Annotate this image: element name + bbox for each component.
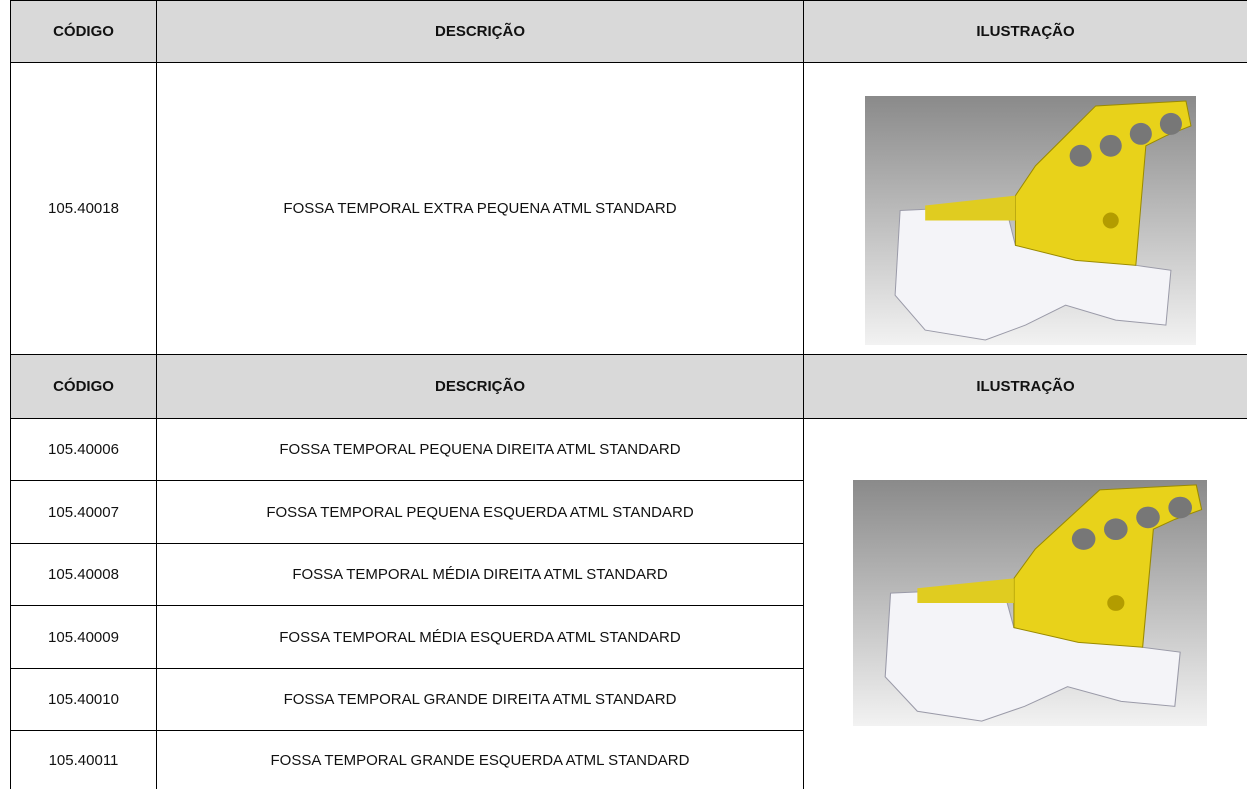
product-code: 105.40018 bbox=[11, 63, 157, 355]
column-header: CÓDIGO bbox=[11, 355, 157, 419]
column-header: DESCRIÇÃO bbox=[157, 355, 804, 419]
product-code: 105.40010 bbox=[11, 669, 157, 731]
illustration bbox=[865, 96, 1196, 345]
illustration-cell bbox=[804, 63, 1247, 355]
product-description: FOSSA TEMPORAL PEQUENA DIREITA ATML STAN… bbox=[157, 419, 804, 481]
product-table: CÓDIGO DESCRIÇÃO ILUSTRAÇÃO 105.40018 FOSSA … bbox=[10, 0, 1247, 789]
product-description: FOSSA TEMPORAL EXTRA PEQUENA ATML STANDA… bbox=[157, 63, 804, 355]
product-code: 105.40006 bbox=[11, 419, 157, 481]
product-code: 105.40007 bbox=[11, 481, 157, 544]
product-code: 105.40009 bbox=[11, 606, 157, 669]
product-description: FOSSA TEMPORAL GRANDE ESQUERDA ATML STAN… bbox=[157, 731, 804, 789]
product-code: 105.40008 bbox=[11, 544, 157, 606]
product-description: FOSSA TEMPORAL MÉDIA ESQUERDA ATML STAND… bbox=[157, 606, 804, 669]
column-header: ILUSTRAÇÃO bbox=[804, 355, 1247, 419]
column-header: DESCRIÇÃO bbox=[157, 1, 804, 63]
product-description: FOSSA TEMPORAL MÉDIA DIREITA ATML STANDA… bbox=[157, 544, 804, 606]
product-description: FOSSA TEMPORAL PEQUENA ESQUERDA ATML STA… bbox=[157, 481, 804, 544]
product-description: FOSSA TEMPORAL GRANDE DIREITA ATML STAND… bbox=[157, 669, 804, 731]
column-header: CÓDIGO bbox=[11, 1, 157, 63]
illustration bbox=[853, 480, 1207, 726]
column-header: ILUSTRAÇÃO bbox=[804, 1, 1247, 63]
product-code: 105.40011 bbox=[11, 731, 157, 789]
